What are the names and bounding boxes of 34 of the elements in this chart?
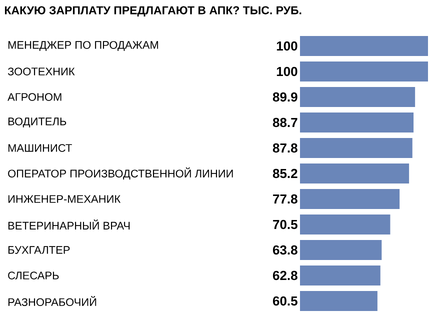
data-label: 100 bbox=[276, 41, 298, 51]
data-label: 85.2 bbox=[272, 168, 298, 178]
bar bbox=[300, 265, 380, 286]
y-tick-label: ВЕТЕРИНАРНЫЙ ВРАЧ bbox=[8, 220, 130, 230]
data-label: 89.9 bbox=[272, 92, 298, 102]
y-tick-label: ВОДИТЕЛЬ bbox=[8, 118, 66, 128]
data-label: 60.5 bbox=[272, 296, 298, 306]
y-tick-label: СЛЕСАРЬ bbox=[8, 272, 59, 280]
bar bbox=[300, 240, 382, 260]
bar bbox=[300, 36, 428, 56]
y-tick-label: БУХГАЛТЕР bbox=[8, 246, 70, 254]
data-label: 87.8 bbox=[272, 143, 298, 153]
data-label: 100 bbox=[276, 66, 298, 76]
bar bbox=[300, 290, 378, 311]
data-label: 77.8 bbox=[273, 194, 298, 204]
data-label: 62.8 bbox=[272, 270, 298, 280]
y-tick-label: МЕНЕДЖЕР ПО ПРОДАЖАМ bbox=[8, 41, 158, 51]
data-label: 88.7 bbox=[272, 118, 298, 128]
bar bbox=[300, 163, 410, 184]
bar bbox=[300, 112, 414, 132]
y-tick-label: ИНЖЕНЕР-МЕХАНИК bbox=[8, 195, 121, 203]
y-tick-label: ОПЕРАТОР ПРОИЗВОДСТВЕННОЙ ЛИНИИ bbox=[8, 167, 233, 180]
bar bbox=[300, 86, 416, 107]
bar bbox=[300, 61, 428, 82]
y-tick-label: ЗООТЕХНИК bbox=[8, 68, 75, 76]
data-label: 63.8 bbox=[272, 245, 298, 255]
bar bbox=[300, 188, 400, 209]
bar bbox=[300, 138, 412, 158]
data-label: 70.5 bbox=[273, 220, 298, 230]
y-tick-label: РАЗНОРАБОЧИЙ bbox=[8, 296, 96, 306]
bar bbox=[300, 214, 390, 234]
text: КАКУЮ ЗАРПЛАТУ ПРЕДЛАГАЮТ В АПК? ТЫС. РУБ. bbox=[4, 6, 302, 17]
y-tick-label: МАШИНИСТ bbox=[8, 144, 72, 152]
y-tick-label: АГРОНОМ bbox=[8, 93, 62, 101]
